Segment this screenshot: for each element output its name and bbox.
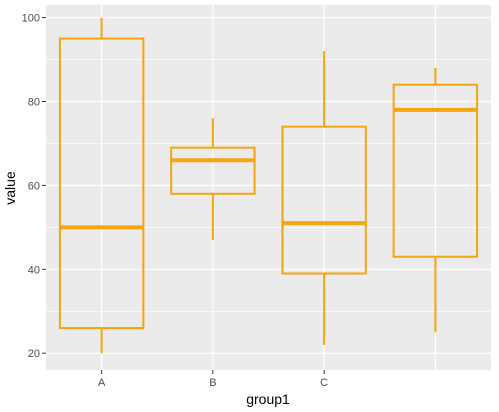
y-axis: 20 40 60 80 100 xyxy=(22,13,46,360)
box xyxy=(392,83,479,258)
y-axis-title: value xyxy=(2,171,18,205)
major-gridlines xyxy=(46,5,491,370)
x-axis: A B C xyxy=(98,370,328,389)
y-tick-label: 80 xyxy=(28,96,40,108)
x-tick-label: B xyxy=(209,377,216,389)
x-tick-label: C xyxy=(320,377,328,389)
box xyxy=(58,37,145,330)
x-axis-title: group1 xyxy=(246,391,290,407)
x-tick-label: A xyxy=(98,377,106,389)
y-tick-label: 20 xyxy=(28,348,40,360)
plot-panel xyxy=(46,5,491,370)
y-tick-label: 100 xyxy=(22,13,40,25)
box xyxy=(281,125,367,275)
box-series xyxy=(58,17,479,354)
box xyxy=(170,146,256,195)
y-tick-label: 60 xyxy=(28,180,40,192)
y-tick-label: 40 xyxy=(28,264,40,276)
